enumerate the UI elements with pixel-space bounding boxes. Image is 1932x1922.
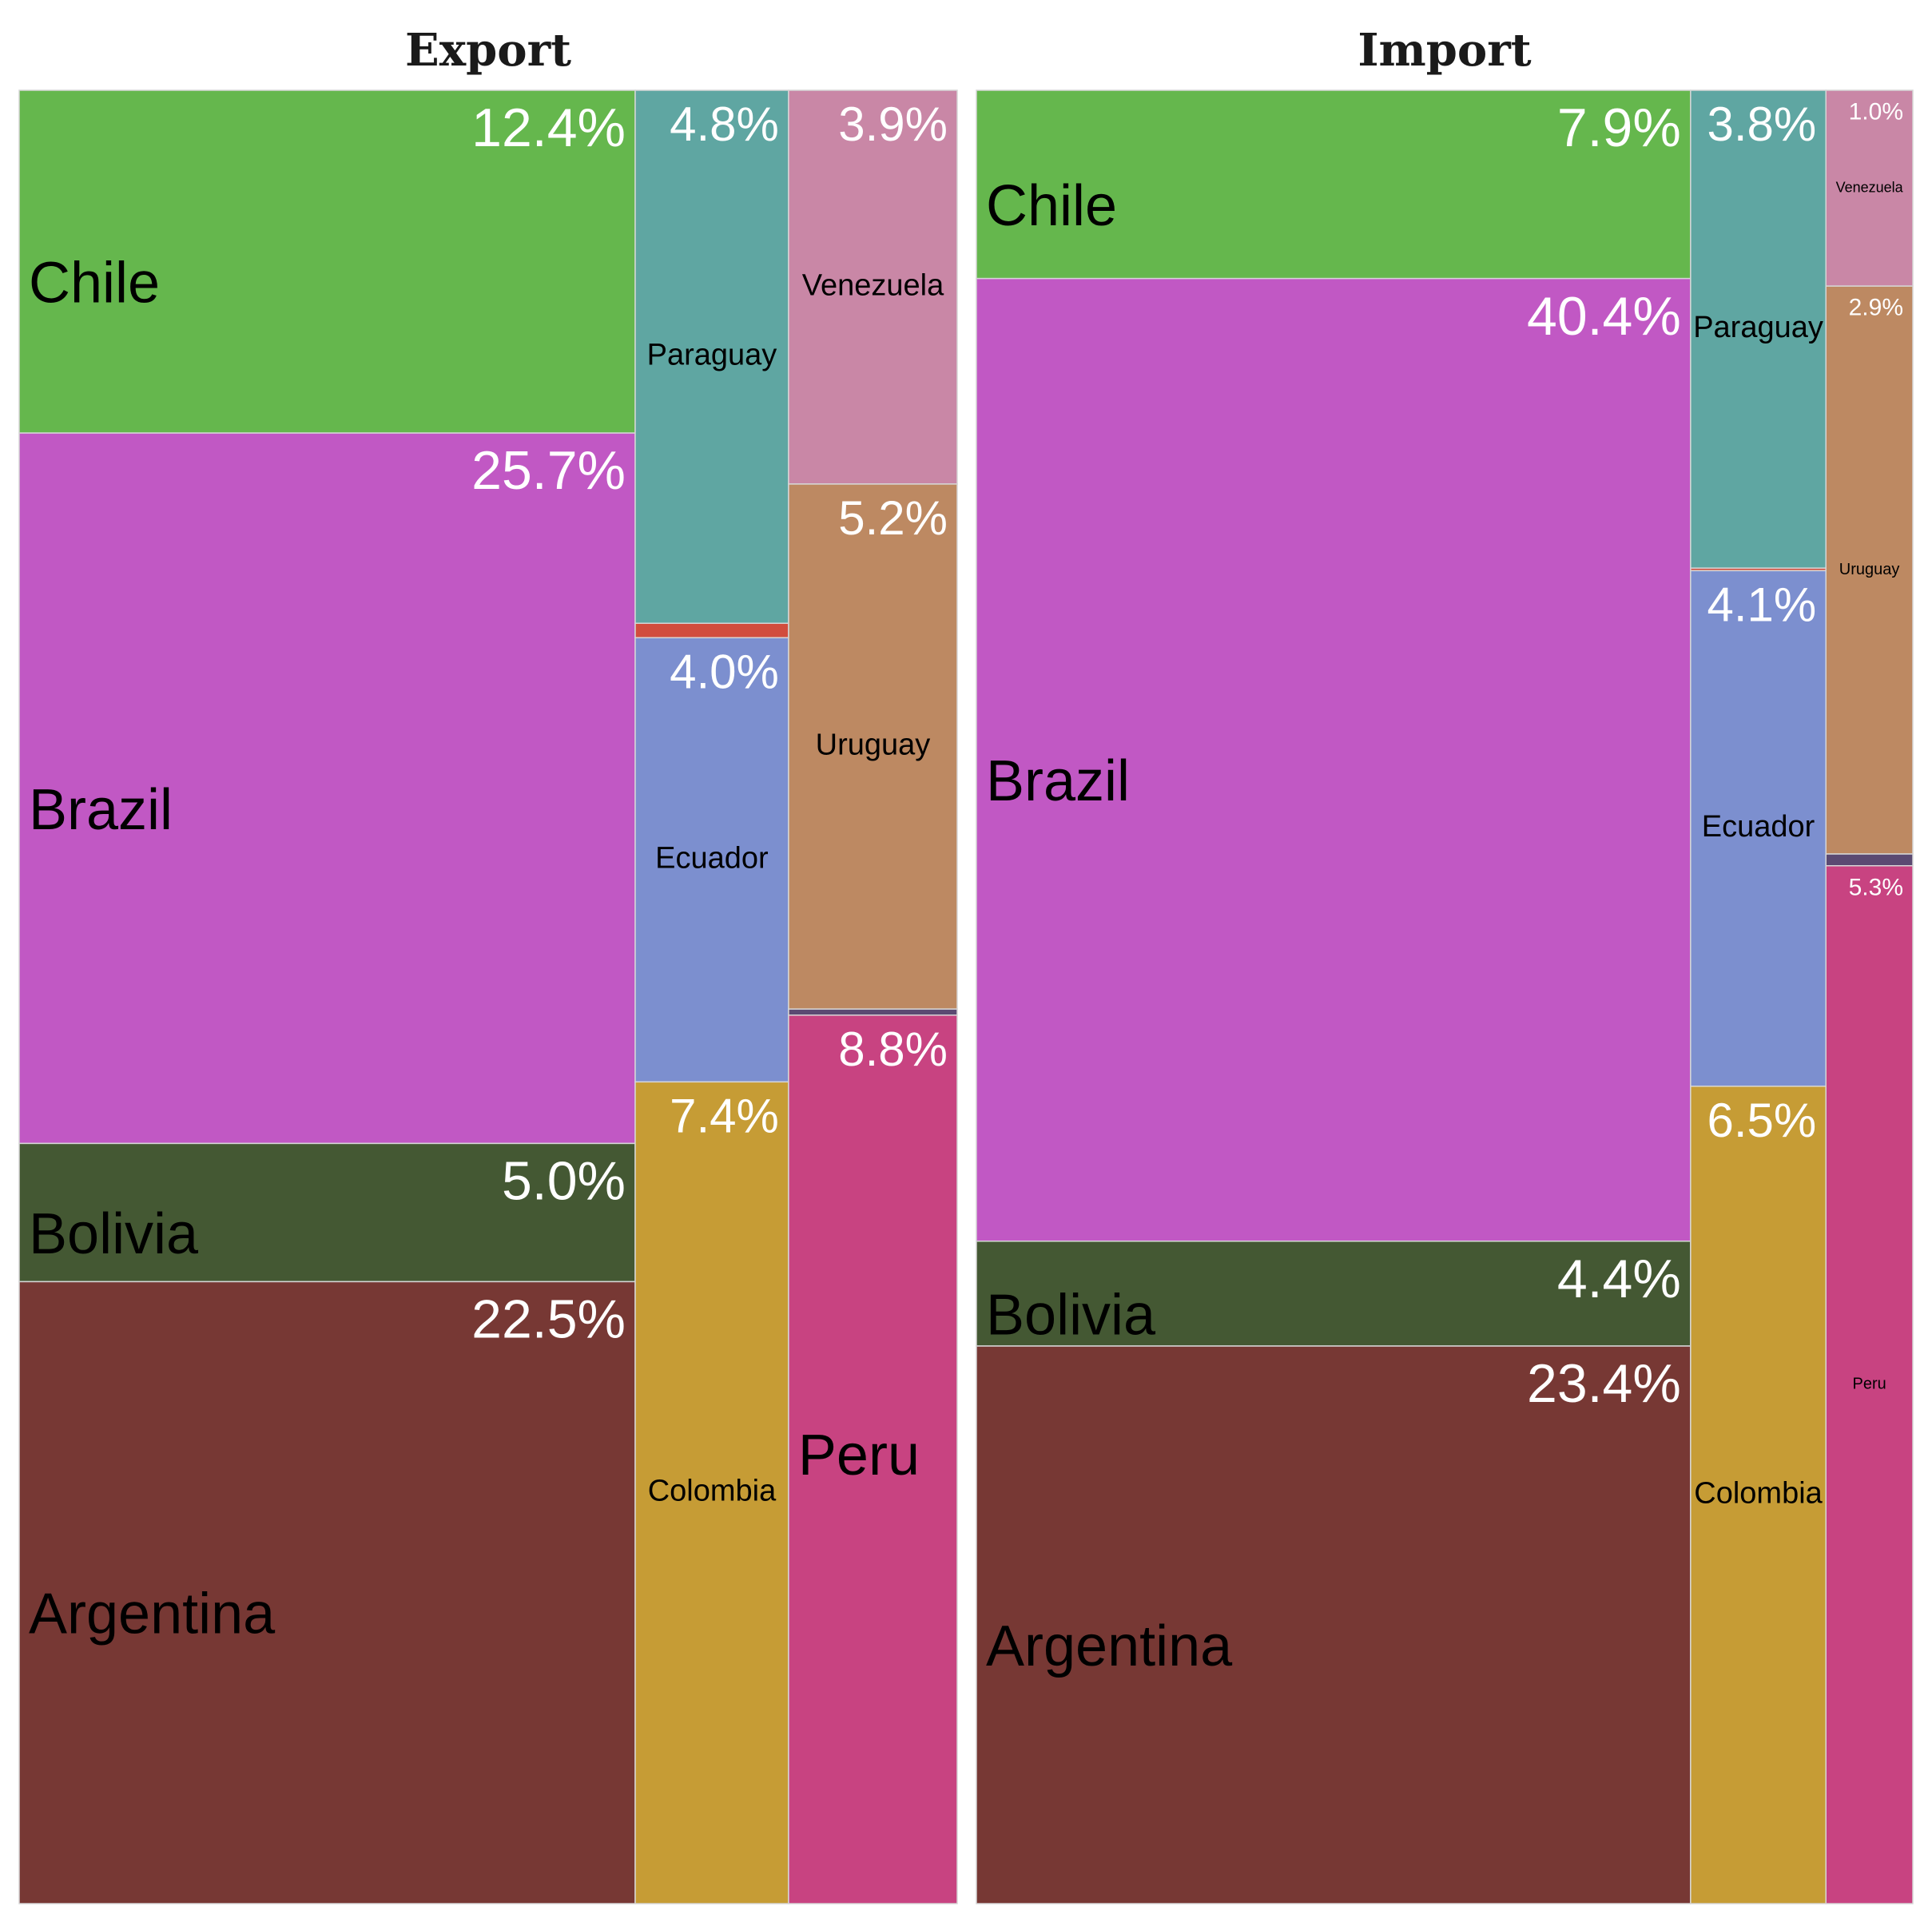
export-ecuador-name-label: Ecuador [655,841,769,875]
import-tile-venezuela [1825,89,1914,287]
import-tile-peru [1825,865,1914,1904]
import-tile-unlabeled-10 [1825,853,1914,867]
export-tile-venezuela [788,89,958,485]
export-peru-pct-label: 8.8% [838,1023,948,1076]
import-paraguay-pct-label: 3.8% [1707,97,1816,151]
import-brazil-pct-label: 40.4% [1527,286,1681,347]
export-tile-unlabeled-5 [634,622,789,639]
import-tile-ecuador [1690,570,1827,1087]
export-bolivia-name-label: Bolivia [29,1202,199,1266]
export-brazil-pct-label: 25.7% [471,440,626,501]
import-tile-chile [976,89,1691,280]
export-paraguay-pct-label: 4.8% [670,97,779,151]
export-bolivia-pct-label: 5.0% [502,1151,626,1212]
export-argentina-name-label: Argentina [29,1582,276,1646]
export-tile-chile [18,89,636,434]
export-venezuela-name-label: Venezuela [802,268,944,302]
export-argentina-pct-label: 22.5% [471,1289,626,1350]
import-tile-colombia [1690,1086,1827,1904]
export-venezuela-pct-label: 3.9% [838,97,948,151]
export-paraguay-name-label: Paraguay [647,339,777,372]
import-peru-pct-label: 5.3% [1849,874,1903,900]
import-tile-argentina [976,1345,1691,1904]
export-brazil-name-label: Brazil [29,778,173,842]
import-venezuela-pct-label: 1.0% [1849,99,1903,125]
export-tile-unlabeled-10 [788,1008,958,1016]
import-ecuador-pct-label: 4.1% [1707,578,1816,631]
import-ecuador-name-label: Ecuador [1702,810,1815,844]
import-panel-title: Import [1358,24,1532,77]
import-chile-pct-label: 7.9% [1557,97,1681,158]
export-colombia-name-label: Colombia [648,1475,777,1508]
import-uruguay-name-label: Uruguay [1839,561,1900,578]
import-chile-name-label: Chile [986,174,1117,238]
import-venezuela-name-label: Venezuela [1836,179,1904,195]
import-colombia-pct-label: 6.5% [1707,1094,1816,1147]
import-bolivia-name-label: Bolivia [986,1283,1156,1347]
export-panel-title: Export [405,24,571,77]
import-uruguay-pct-label: 2.9% [1849,295,1903,321]
export-uruguay-pct-label: 5.2% [838,491,948,545]
export-tile-peru [788,1015,958,1904]
import-paraguay-name-label: Paraguay [1693,311,1823,344]
export-tile-argentina [18,1281,636,1904]
export-tile-colombia [634,1081,789,1904]
export-tile-bolivia [18,1142,636,1283]
import-tile-brazil [976,277,1691,1242]
export-chile-pct-label: 12.4% [471,97,626,158]
import-argentina-pct-label: 23.4% [1527,1353,1681,1414]
import-bolivia-pct-label: 4.4% [1557,1249,1681,1309]
export-peru-name-label: Peru [798,1424,920,1487]
import-argentina-name-label: Argentina [986,1614,1233,1678]
export-uruguay-name-label: Uruguay [816,729,931,762]
export-tile-paraguay [634,89,789,624]
import-tile-uruguay [1825,285,1914,855]
export-colombia-pct-label: 7.4% [670,1089,779,1142]
export-chile-name-label: Chile [29,252,160,316]
import-peru-name-label: Peru [1852,1376,1886,1393]
import-colombia-name-label: Colombia [1694,1476,1823,1510]
import-tile-bolivia [976,1240,1691,1347]
export-ecuador-pct-label: 4.0% [670,645,779,698]
export-tile-brazil [18,432,636,1145]
export-tile-ecuador [634,637,789,1083]
import-brazil-name-label: Brazil [986,749,1130,813]
